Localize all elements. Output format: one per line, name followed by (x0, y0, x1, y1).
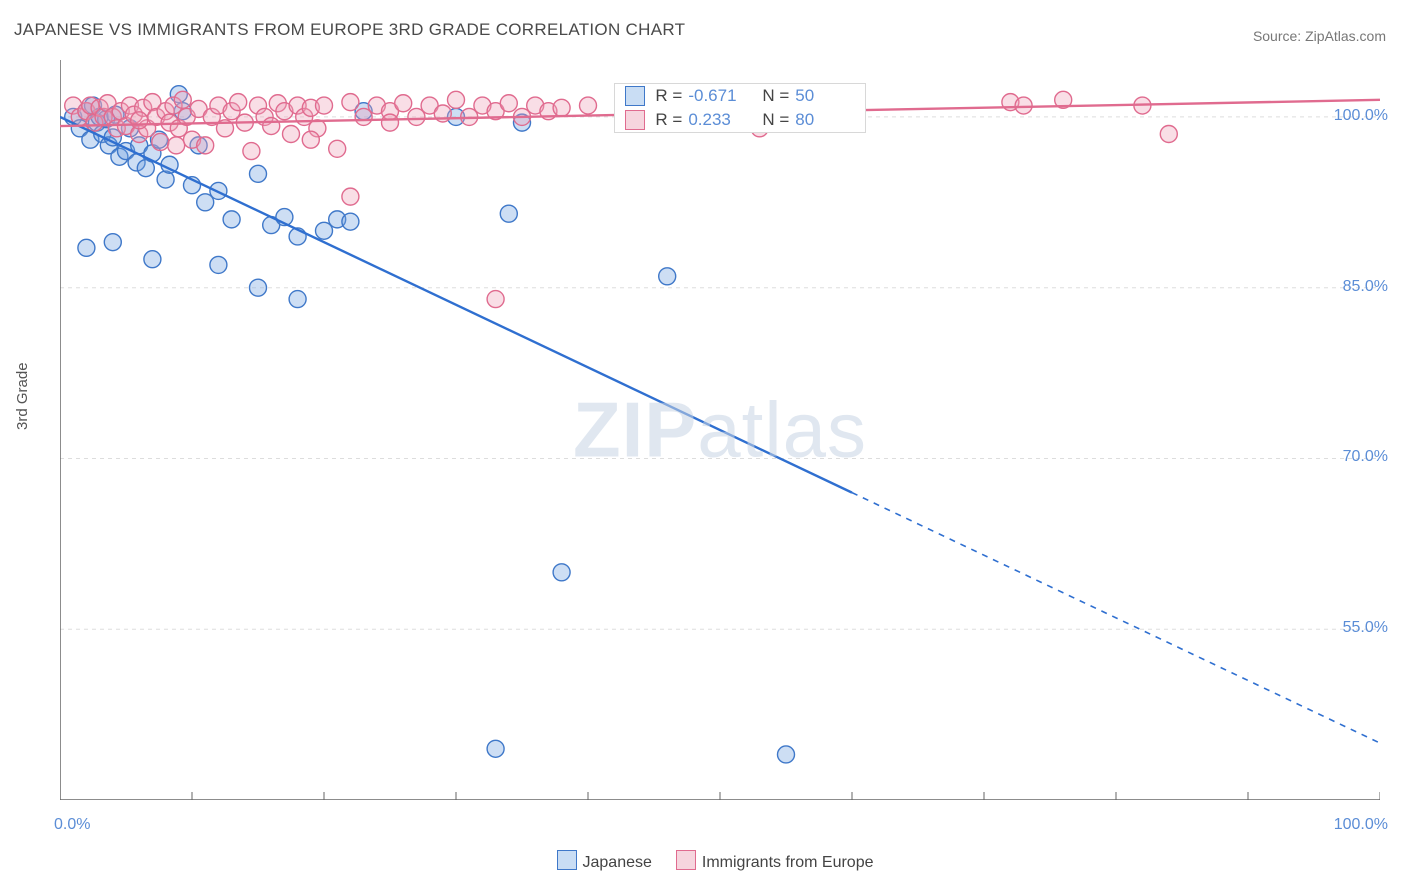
y-tick-label: 100.0% (1334, 107, 1388, 125)
series-legend: JapaneseImmigrants from Europe (0, 850, 1406, 872)
y-axis-label: 3rd Grade (14, 362, 31, 430)
y-tick-label: 70.0% (1343, 448, 1388, 466)
stats-legend: R =-0.671N =50R =0.233N =80 (614, 83, 866, 133)
x-tick-label-max: 100.0% (1334, 816, 1388, 834)
source-label: Source: ZipAtlas.com (1253, 28, 1386, 44)
y-tick-label: 85.0% (1343, 278, 1388, 296)
chart-svg (60, 60, 1380, 800)
chart-title: JAPANESE VS IMMIGRANTS FROM EUROPE 3RD G… (14, 20, 685, 40)
y-tick-label: 55.0% (1343, 619, 1388, 637)
chart-plot-area: ZIPatlas R =-0.671N =50R =0.233N =80 (60, 60, 1380, 800)
x-tick-label-min: 0.0% (54, 816, 90, 834)
